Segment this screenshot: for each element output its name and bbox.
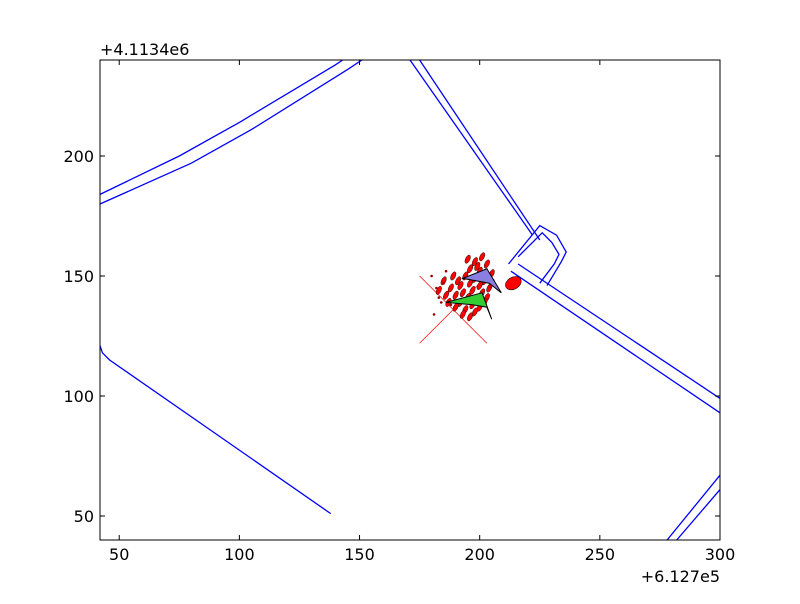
cloud-point [464, 254, 471, 264]
small-point [437, 296, 441, 299]
cloud-point [443, 290, 449, 300]
x-tick-label: 50 [109, 545, 129, 564]
cloud-point [450, 271, 457, 281]
cloud-point [483, 259, 490, 269]
road-junction-b [517, 231, 560, 284]
cloud-point [455, 276, 462, 286]
y-offset-label: +4.1134e6 [100, 40, 189, 59]
road-diagonal-b [419, 60, 541, 241]
cloud-point [459, 310, 466, 319]
road-right-a [517, 263, 720, 399]
plot-frame [99, 59, 721, 541]
small-point [432, 313, 436, 316]
road-top-left-a [100, 60, 344, 195]
cloud-point [459, 288, 466, 298]
road-diagonal-a [409, 60, 534, 236]
plot-background [100, 60, 720, 540]
x-offset-label: +6.127e5 [641, 567, 720, 586]
cloud-point [479, 252, 486, 262]
cloud-point [452, 290, 459, 300]
y-tick-label: 200 [63, 147, 94, 166]
road-junction-a [507, 224, 567, 286]
cloud-point [457, 281, 464, 290]
isolated-ellipse [505, 276, 522, 291]
y-tick-label: 150 [63, 267, 94, 286]
road-bottom-right-b [676, 489, 720, 540]
cloud-point [471, 307, 478, 317]
road-bottom-right-a [666, 474, 720, 540]
y-tick-label: 50 [74, 507, 94, 526]
small-point [439, 301, 443, 304]
cloud-point [440, 276, 447, 286]
cloud-point [435, 286, 442, 295]
ticks-layer: 50 100 150 200 250 300 50 100 150 200 [63, 60, 735, 564]
x-tick-label: 100 [224, 545, 255, 564]
small-point [442, 281, 445, 285]
green-arrow-marker [445, 292, 493, 320]
purple-arrow-marker [461, 268, 502, 294]
small-point [430, 274, 433, 278]
small-point [449, 303, 453, 307]
x-tick-label: 150 [344, 545, 375, 564]
x-tick-label: 300 [705, 545, 736, 564]
y-tick-label: 100 [63, 387, 94, 406]
small-point [435, 286, 438, 290]
road-bottom-left [100, 345, 332, 515]
cloud-point [474, 262, 481, 271]
plot-layer [100, 60, 720, 540]
small-point [444, 269, 448, 273]
road-top-left-b [100, 60, 363, 205]
road-right-b [510, 270, 720, 414]
x-tick-label: 200 [464, 545, 495, 564]
cloud-point [467, 312, 474, 322]
x-tick-label: 250 [585, 545, 616, 564]
